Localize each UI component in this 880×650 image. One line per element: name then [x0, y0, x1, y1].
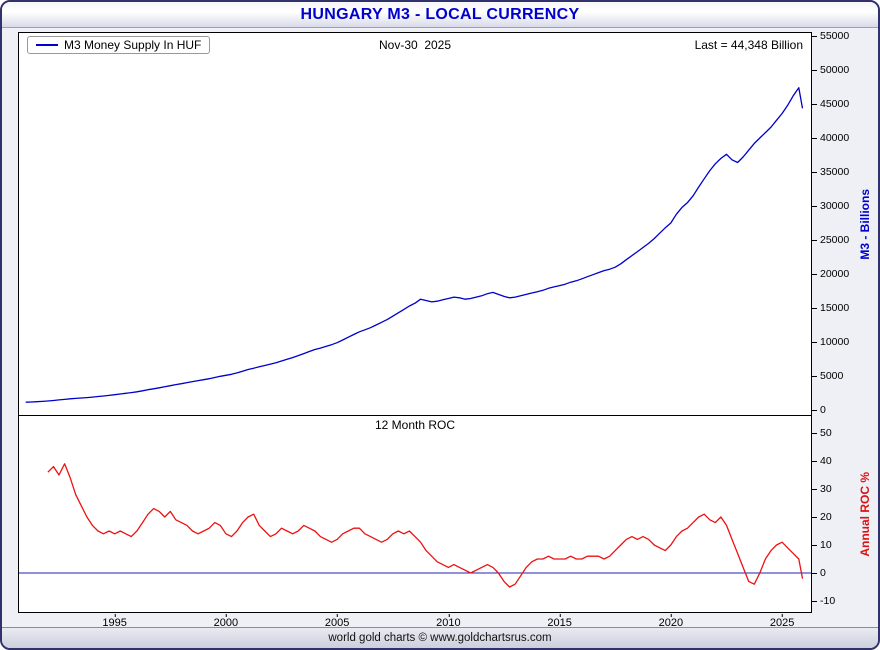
- m3-y-axis-title-text: M3 - Billions: [858, 188, 872, 260]
- page-title: HUNGARY M3 - LOCAL CURRENCY: [300, 5, 580, 23]
- m3-legend: M3 Money Supply In HUF: [27, 36, 211, 54]
- footer-credit: world gold charts © www.goldchartsrus.co…: [328, 632, 552, 644]
- m3-line-chart: [25, 87, 804, 403]
- m3-y-axis: 0 5000 10000 15000 20000 25000 30000 35000 40000…: [812, 30, 876, 416]
- chart-date: Nov-30 2025: [378, 38, 452, 52]
- m3-legend-label: M3 Money Supply In HUF: [64, 38, 202, 52]
- m3-legend-line-swatch: [36, 44, 58, 46]
- roc-panel-title: 12 Month ROC: [374, 418, 456, 432]
- roc-y-axis: -10 0 10 20 30 40 50: [812, 415, 876, 613]
- roc-y-axis-title: Annual ROC %: [854, 415, 876, 613]
- roc-line-chart: [19, 463, 811, 588]
- roc-y-axis-title-text: Annual ROC %: [858, 471, 872, 557]
- m3-panel: M3 Money Supply In HUF Nov-30 2025 Last …: [18, 32, 812, 416]
- title-bar: HUNGARY M3 - LOCAL CURRENCY: [2, 2, 878, 28]
- footer: world gold charts © www.goldchartsrus.co…: [2, 627, 878, 648]
- m3-y-axis-title: M3 - Billions: [854, 32, 876, 416]
- roc-panel: 12 Month ROC: [18, 415, 812, 613]
- x-axis: 1995 2000 2005 2010 2015 2020 2025: [102, 614, 795, 629]
- last-value-label: Last = 44,348 Billion: [694, 38, 803, 52]
- chart-content: M3 Money Supply In HUF Nov-30 2025 Last …: [2, 28, 878, 648]
